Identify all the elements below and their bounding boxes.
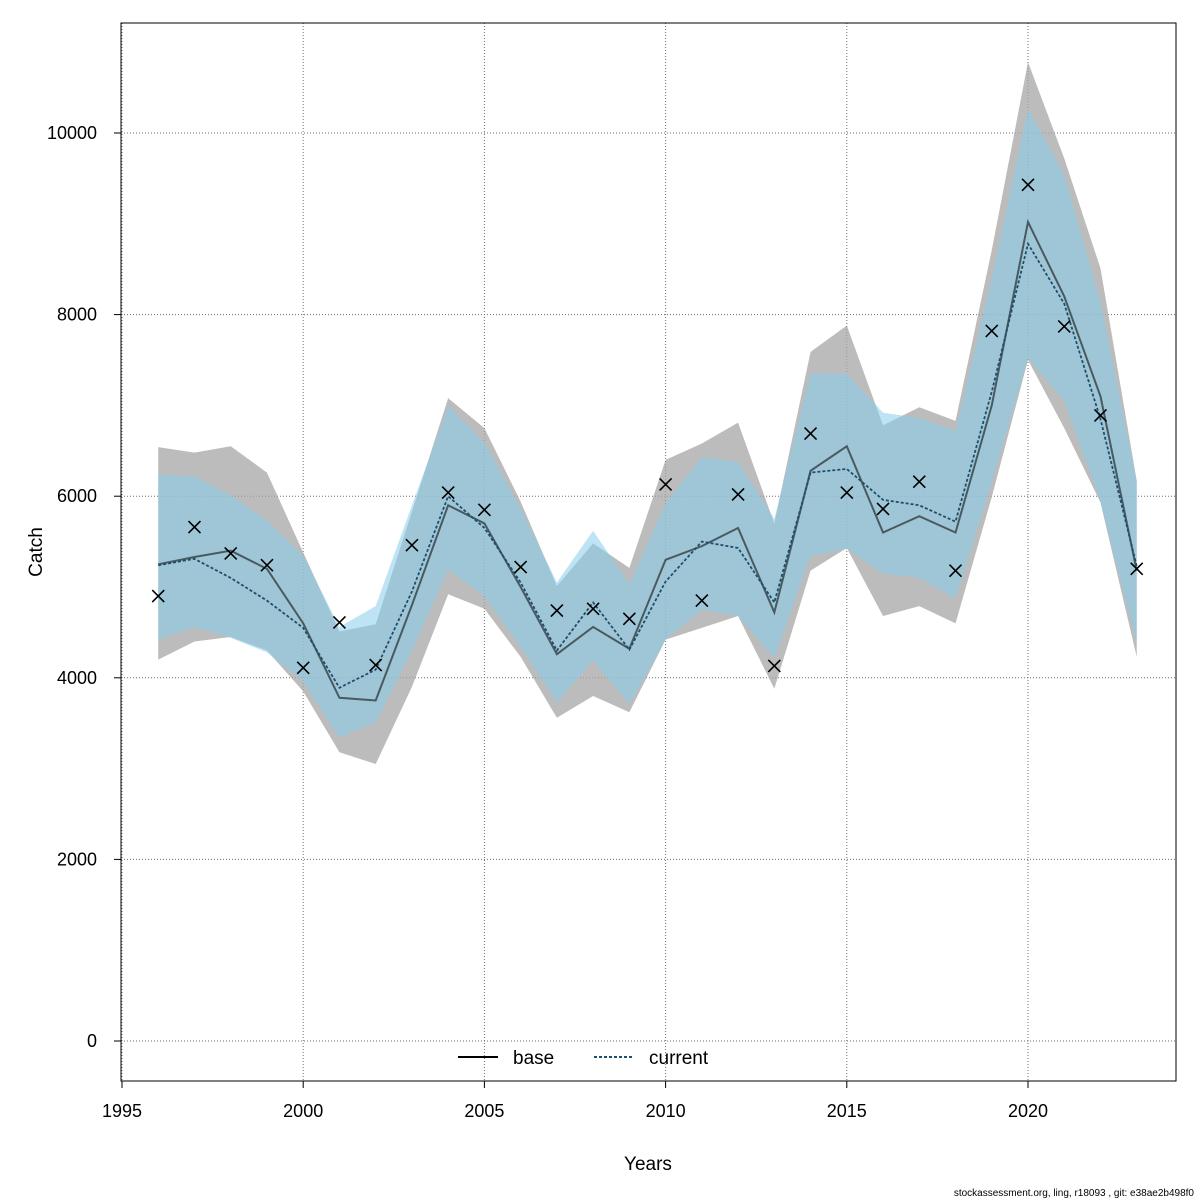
- x-tick-label-2015: 2015: [827, 1101, 867, 1121]
- observed-point-2014: [803, 426, 818, 441]
- x-axis-title: Years: [624, 1154, 672, 1175]
- observed-point-2001: [332, 615, 347, 629]
- observed-point-2023: [1130, 562, 1144, 576]
- observed-point-1998: [224, 546, 238, 560]
- observed-point-2019: [985, 324, 999, 338]
- line-base: [158, 218, 1138, 702]
- line-current: [158, 241, 1138, 689]
- observed-point-2003: [405, 538, 419, 552]
- observed-point-1997: [187, 520, 202, 534]
- y-tick-label-10000: 10000: [47, 123, 97, 143]
- observed-point-2016: [876, 502, 890, 516]
- observed-point-2021: [1057, 319, 1071, 333]
- y-tick-label-0: 0: [87, 1031, 97, 1051]
- x-tick-label-2010: 2010: [646, 1101, 686, 1121]
- y-tick-label-2000: 2000: [57, 849, 97, 869]
- observed-point-2020: [1021, 178, 1035, 192]
- observed-point-2018: [948, 564, 963, 578]
- observed-point-2011: [695, 594, 709, 608]
- y-tick-label-8000: 8000: [57, 305, 97, 325]
- confidence-bands: [158, 62, 1137, 765]
- x-tick-label-2020: 2020: [1008, 1101, 1048, 1121]
- y-tick-label-4000: 4000: [57, 668, 97, 688]
- y-axis-title: Catch: [26, 527, 47, 577]
- band-current: [158, 108, 1137, 738]
- y-axis: 0 2000 4000 6000 8000 10000: [47, 123, 122, 1051]
- observed-point-1999: [260, 558, 274, 572]
- observed-point-2009: [622, 612, 636, 626]
- observed-point-2008: [586, 602, 600, 616]
- observed-point-2000: [296, 661, 310, 675]
- x-tick-label-1995: 1995: [102, 1101, 142, 1121]
- observed-point-2007: [550, 604, 564, 618]
- observed-point-2017: [912, 475, 926, 489]
- x-tick-label-2000: 2000: [283, 1101, 323, 1121]
- observed-point-2005: [477, 503, 491, 517]
- observed-point-2015: [840, 486, 854, 500]
- credit-text: stockassessment.org, ling, r18093 , git:…: [954, 1188, 1195, 1199]
- x-tick-label-2005: 2005: [464, 1101, 504, 1121]
- legend: base current: [458, 1048, 709, 1069]
- observed-point-2006: [514, 560, 528, 574]
- series-lines: [158, 218, 1138, 702]
- observed-point-2002: [369, 658, 383, 672]
- y-tick-label-6000: 6000: [57, 486, 97, 506]
- legend-label-current: current: [649, 1048, 709, 1069]
- observed-point-2022: [1093, 408, 1108, 422]
- observed-point-2012: [731, 487, 745, 501]
- observed-points: [151, 178, 1144, 675]
- observed-point-2010: [659, 477, 673, 491]
- observed-point-2013: [767, 659, 781, 673]
- observed-point-2004: [441, 486, 455, 500]
- observed-point-1996: [151, 589, 165, 603]
- x-axis: 1995 2000 2005 2010 2015 2020: [102, 1080, 1048, 1121]
- legend-label-base: base: [513, 1048, 554, 1069]
